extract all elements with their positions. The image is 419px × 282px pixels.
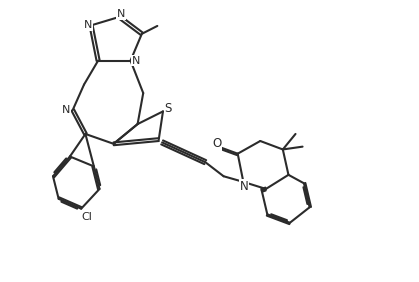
Text: N: N [116,9,125,19]
Text: O: O [212,137,221,150]
Text: N: N [132,56,140,66]
Text: N: N [84,20,93,30]
Text: S: S [164,102,172,115]
Text: N: N [62,105,71,115]
Text: N: N [240,180,248,193]
Text: Cl: Cl [81,212,92,222]
